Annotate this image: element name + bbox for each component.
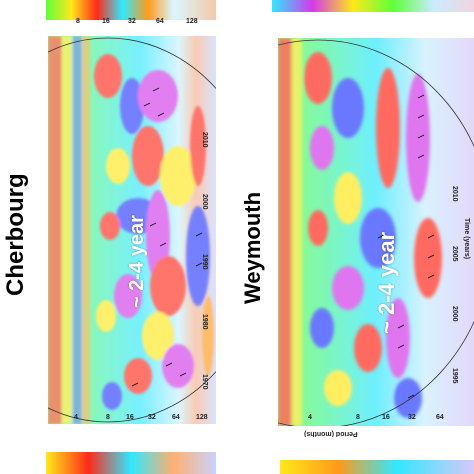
weymouth-time-axis-label: Time (years) [463, 218, 470, 260]
bottom-left-strip [46, 452, 216, 474]
cherbourg-period-tick-128: 128 [196, 414, 208, 421]
cherbourg-period-tick-16: 16 [126, 414, 134, 421]
cherbourg-wavelet-heatmap [48, 36, 216, 424]
cherbourg-cone-shade [48, 36, 216, 424]
weymouth-time-tick-2005: 2005 [451, 246, 458, 262]
weymouth-period-tick-16: 16 [382, 414, 390, 421]
cherbourg-time-tick-1980: 1980 [201, 314, 208, 330]
cherbourg-time-tick-2010: 2010 [201, 132, 208, 148]
weymouth-wavelet-panel: 4 8 16 32 64 2010 2005 2000 1995 Time (y… [278, 38, 474, 426]
weymouth-cone-shade [278, 38, 474, 426]
bottom-right-strip [280, 448, 474, 474]
weymouth-time-tick-2010: 2010 [451, 186, 458, 202]
cherbourg-title: Cherbourg [2, 173, 29, 296]
weymouth-period-tick-4: 4 [308, 414, 312, 421]
cherbourg-cone-of-influence [48, 37, 216, 423]
cherbourg-wavelet-panel: 4 8 16 32 64 128 2010 2000 1990 1980 197… [48, 36, 216, 424]
weymouth-period-axis-label: Period (months) [304, 430, 358, 437]
cherbourg-time-tick-1990: 1990 [201, 254, 208, 270]
cherbourg-period-tick-8: 8 [106, 414, 110, 421]
strip-tick-128: 128 [186, 18, 198, 25]
top-right-strip-heatmap [272, 0, 474, 12]
cherbourg-time-tick-2000: 2000 [201, 194, 208, 210]
weymouth-period-tick-64: 64 [436, 414, 444, 421]
cherbourg-period-tick-4: 4 [74, 414, 78, 421]
weymouth-period-annotation: ~ 2-4 year [374, 231, 399, 334]
bottom-right-strip-heatmap [280, 460, 474, 474]
strip-tick-8: 8 [76, 18, 80, 25]
cherbourg-time-tick-1970: 1970 [201, 374, 208, 390]
cherbourg-period-tick-64: 64 [172, 414, 180, 421]
cherbourg-period-annotation: ~ 2-4 year [126, 215, 148, 308]
weymouth-period-tick-8: 8 [356, 414, 360, 421]
weymouth-wavelet-heatmap [278, 38, 474, 426]
strip-tick-16: 16 [102, 18, 110, 25]
weymouth-phase-arrows [377, 94, 435, 399]
top-left-strip-heatmap [46, 0, 216, 28]
weymouth-title: Weymouth [240, 191, 265, 304]
top-right-strip [272, 0, 474, 18]
weymouth-period-tick-32: 32 [408, 414, 416, 421]
bottom-left-strip-heatmap [46, 452, 216, 474]
strip-tick-32: 32 [128, 18, 136, 25]
weymouth-time-tick-1995: 1995 [451, 368, 458, 384]
cherbourg-period-tick-32: 32 [148, 414, 156, 421]
cherbourg-high-frequency-stripes [48, 36, 90, 424]
weymouth-cone-of-influence [278, 39, 474, 426]
weymouth-time-tick-2000: 2000 [451, 306, 458, 322]
strip-tick-64: 64 [156, 18, 164, 25]
cherbourg-phase-arrows [131, 87, 203, 387]
top-left-strip: 8 16 32 64 128 [46, 0, 216, 28]
